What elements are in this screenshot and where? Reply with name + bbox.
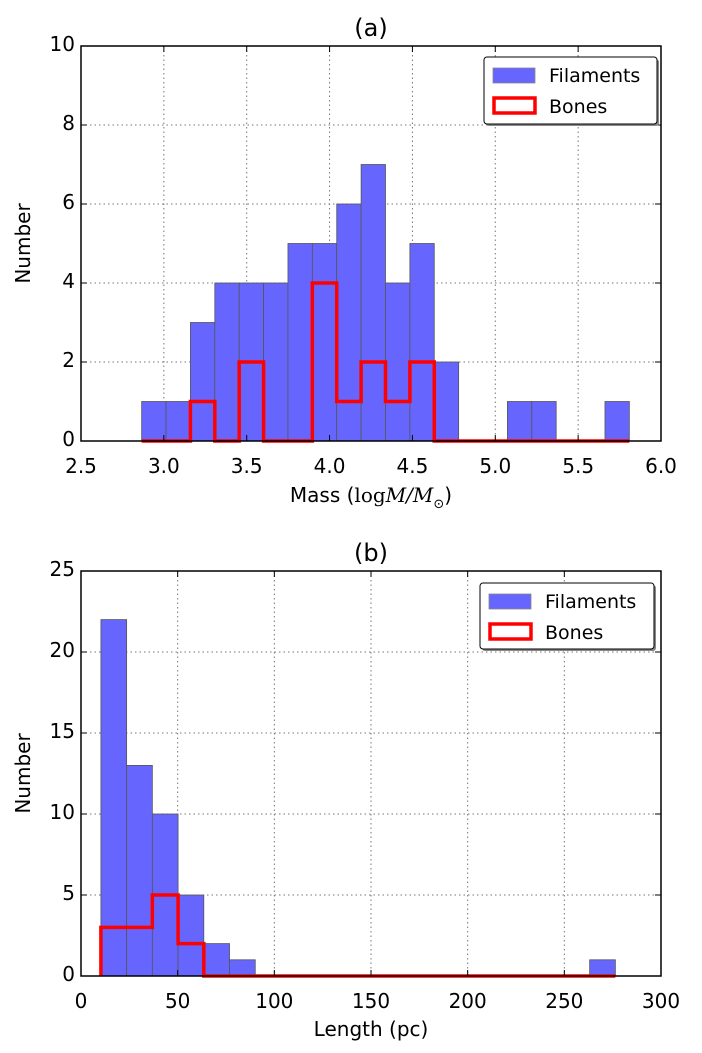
legend-filaments-label: Filaments [549, 65, 640, 87]
y-tick-label: 0 [62, 962, 75, 986]
filaments-bar [531, 401, 557, 442]
x-axis-label-math-italic: M/M [385, 483, 434, 507]
y-tick-label: 6 [62, 190, 75, 214]
x-tick-label: 2.5 [65, 454, 97, 478]
x-tick-label: 0 [75, 989, 88, 1013]
legend-bones-label: Bones [549, 96, 607, 118]
legend: Filaments Bones [483, 56, 659, 126]
y-tick-label: 8 [62, 111, 75, 135]
x-tick-label: 3.0 [148, 454, 180, 478]
chart-title: (a) [354, 14, 387, 42]
x-axis-label-sub: ⊙ [433, 497, 444, 512]
x-tick-label: 5.5 [562, 454, 594, 478]
filaments-bar [229, 959, 256, 977]
y-tick-label: 0 [62, 427, 75, 451]
filaments-bar [507, 401, 533, 442]
filaments-bar [190, 322, 216, 442]
legend-filaments-swatch [488, 593, 532, 610]
y-tick-label: 2 [62, 348, 75, 372]
y-tick-label: 25 [50, 557, 75, 581]
y-tick-label: 15 [50, 719, 75, 743]
x-tick-label: 6.0 [645, 454, 677, 478]
chart-a: 2.5 3.0 3.5 4.0 4.5 5.0 5.5 6.0 0 2 4 6 8 10 (a) Number… [11, 14, 677, 512]
legend-bones-swatch [492, 96, 537, 115]
filaments-bar [126, 765, 153, 977]
filaments-bar [203, 943, 230, 977]
x-tick-label: 4.0 [314, 454, 346, 478]
filaments-bar [336, 203, 362, 442]
filaments-bar [177, 894, 205, 977]
x-tick-label: 4.5 [397, 454, 429, 478]
filaments-bar [360, 164, 386, 442]
legend-bones-label: Bones [545, 622, 603, 644]
x-axis-label-prefix: Mass ( [290, 483, 355, 507]
chart-b: 0 50 100 150 200 250 300 0 5 10 15 20 25 (b) Number Len… [11, 539, 680, 1041]
y-axis-label: Number [11, 203, 35, 284]
y-tick-label: 20 [50, 638, 75, 662]
filaments-bar [287, 243, 313, 442]
filaments-bar [214, 282, 240, 442]
x-axis-label: Mass (logM/M⊙) [290, 483, 452, 512]
y-tick-label: 10 [50, 32, 75, 56]
x-axis-label-math: log [354, 483, 385, 507]
legend-filaments-label: Filaments [545, 591, 636, 613]
x-axis-label: Length (pc) [314, 1017, 429, 1041]
filaments-bar [433, 361, 460, 442]
filaments-bar [311, 243, 338, 442]
y-tick-label: 5 [62, 881, 75, 905]
filaments-bar [263, 282, 289, 442]
x-tick-label: 50 [165, 989, 190, 1013]
x-axis-label-prefix: Length (pc) [314, 1017, 429, 1041]
y-axis-label: Number [11, 733, 35, 814]
x-axis-label-suffix: ) [444, 483, 452, 507]
filaments-bar [385, 282, 411, 442]
chart-title: (b) [354, 539, 388, 567]
y-tick-label: 4 [62, 269, 75, 293]
filaments-bar [604, 401, 630, 442]
y-tick-label: 10 [50, 800, 75, 824]
legend-filaments-swatch [492, 67, 536, 84]
x-tick-label: 5.0 [479, 454, 511, 478]
x-tick-label: 100 [255, 989, 293, 1013]
x-tick-label: 200 [449, 989, 487, 1013]
x-tick-label: 300 [642, 989, 680, 1013]
filaments-bar [100, 619, 128, 977]
plot-frame [80, 45, 662, 442]
legend-bones-swatch [488, 622, 533, 641]
legend: Filaments Bones [479, 582, 656, 651]
x-tick-label: 150 [352, 989, 390, 1013]
x-tick-label: 250 [545, 989, 583, 1013]
filaments-bar [409, 243, 435, 442]
x-tick-label: 3.5 [231, 454, 263, 478]
filaments-bar [165, 401, 191, 442]
filaments-bar [589, 959, 616, 977]
filaments-bar [141, 401, 167, 442]
